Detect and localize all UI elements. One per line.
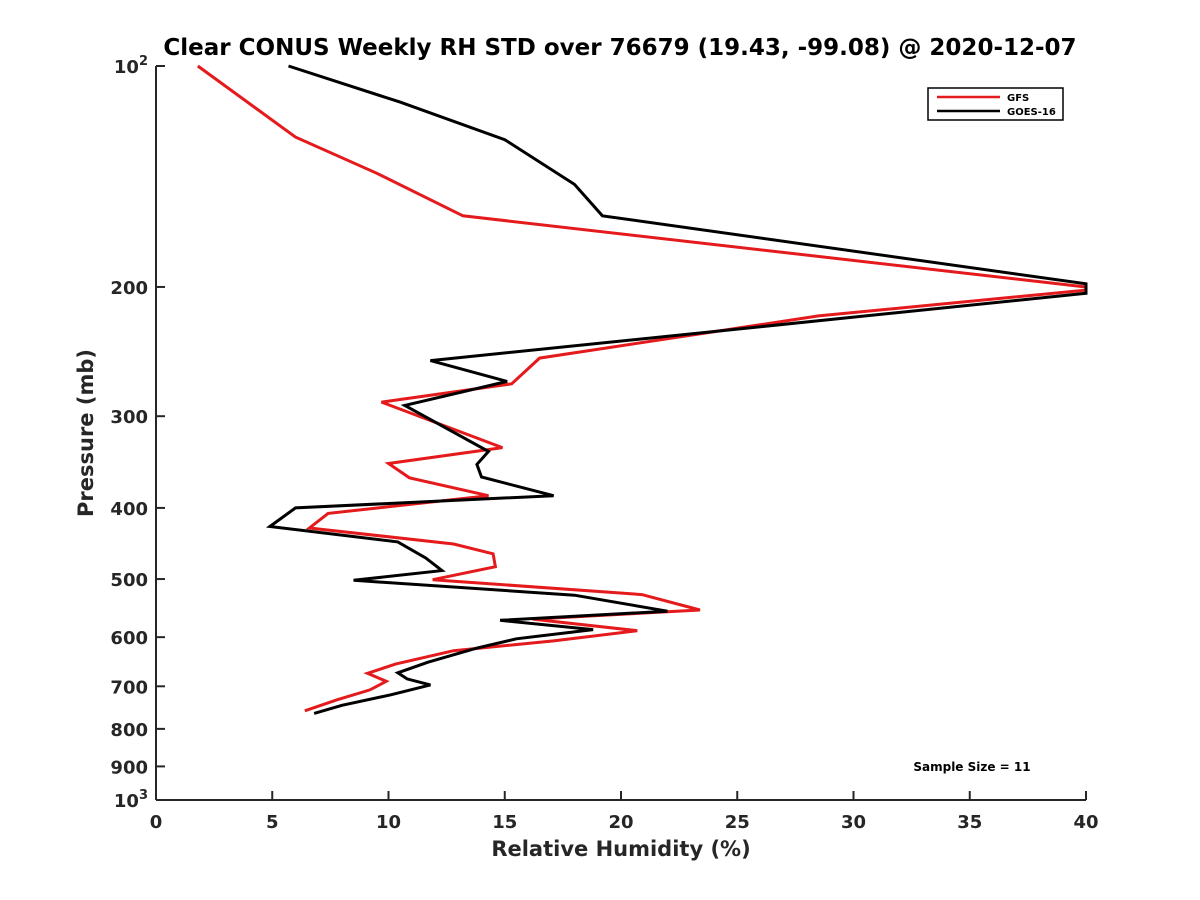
y-tick-label: 500 — [110, 570, 148, 591]
x-tick-label: 40 — [1073, 812, 1098, 833]
x-tick-label: 15 — [492, 812, 517, 833]
y-tick-label: 200 — [110, 278, 148, 299]
x-tick-label: 10 — [376, 812, 401, 833]
legend-label-goes-16: GOES-16 — [1007, 107, 1056, 118]
y-tick-label: 400 — [110, 499, 148, 520]
x-tick-label: 30 — [841, 812, 866, 833]
legend-box — [927, 87, 1064, 121]
y-tick-label: 103 — [114, 788, 148, 812]
x-tick-label: 35 — [957, 812, 982, 833]
legend-label-gfs: GFS — [1007, 93, 1029, 104]
y-tick-label: 700 — [110, 677, 148, 698]
legend: GFS GOES-16 — [927, 87, 1064, 121]
y-tick-label: 900 — [110, 757, 148, 778]
y-axis-label: Pressure (mb) — [74, 349, 98, 517]
x-tick-label: 0 — [150, 812, 163, 833]
chart-title: Clear CONUS Weekly RH STD over 76679 (19… — [163, 35, 1076, 61]
y-tick-label: 300 — [110, 407, 148, 428]
y-tick-label: 600 — [110, 628, 148, 649]
series-layer — [196, 64, 1088, 715]
x-tick-label: 5 — [266, 812, 279, 833]
sample-size-annotation: Sample Size = 11 — [913, 760, 1030, 774]
x-tick-label: 25 — [725, 812, 750, 833]
x-axis-label: Relative Humidity (%) — [491, 837, 750, 861]
x-tick-label: 20 — [608, 812, 633, 833]
series-line-goes-16 — [265, 64, 1088, 715]
y-tick-label: 102 — [114, 54, 148, 78]
y-tick-label: 800 — [110, 720, 148, 741]
ticks-layer: 0 5 10 15 20 25 30 35 40 102 200 300 400 500 600 700 800… — [110, 54, 1098, 833]
series-line-gfs — [196, 64, 1088, 713]
